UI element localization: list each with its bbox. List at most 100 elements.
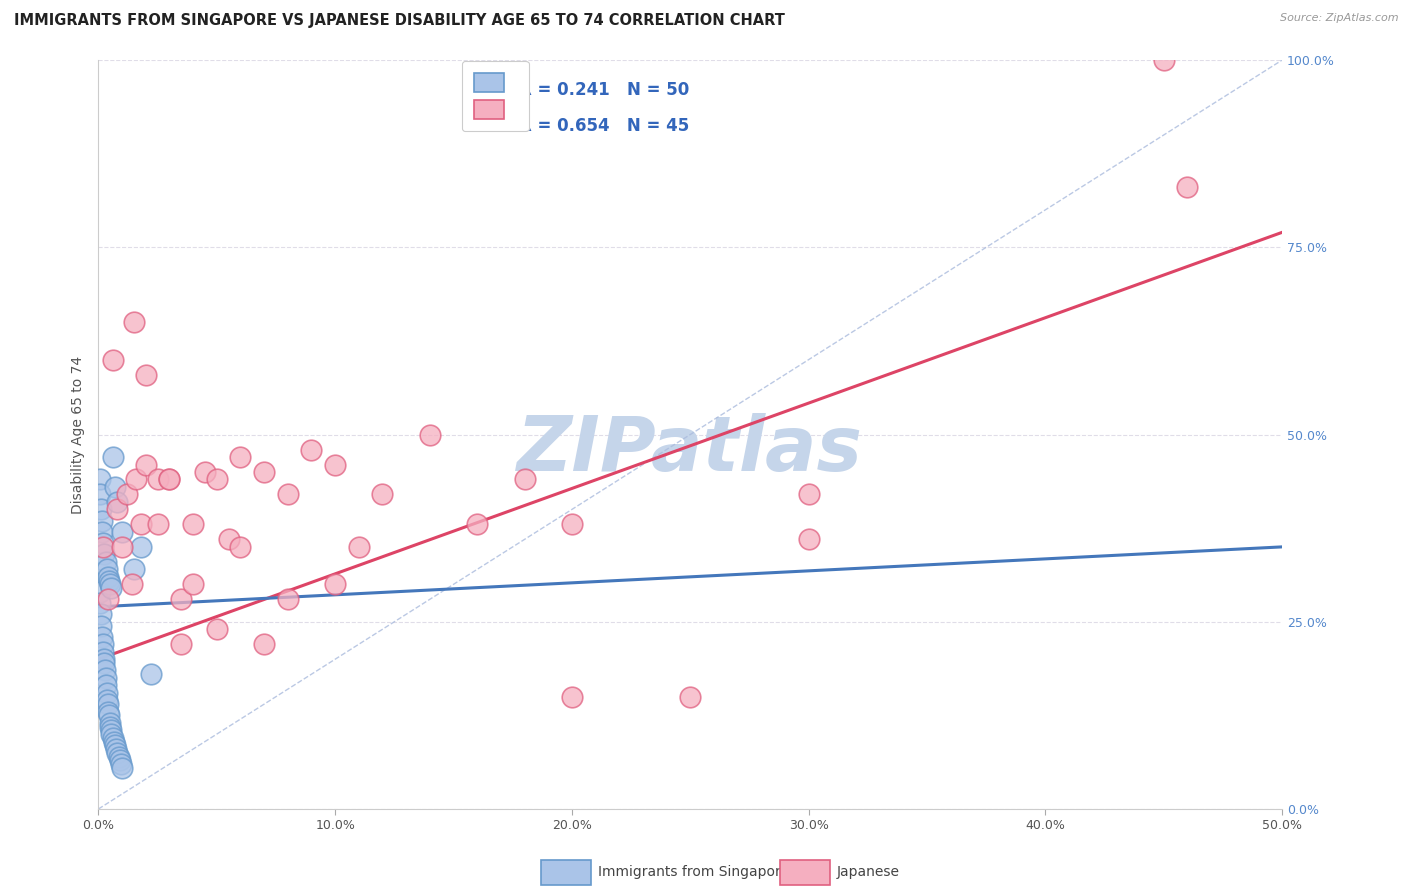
Point [96, 562, 118, 576]
Point [97, 570, 120, 584]
Point [94, 555, 117, 569]
Point [465, 517, 488, 532]
Point [797, 487, 820, 501]
Text: Immigrants from Singapore: Immigrants from Singapore [598, 865, 789, 880]
Point [93, 656, 115, 670]
Y-axis label: Disability Age 65 to 74: Disability Age 65 to 74 [72, 356, 86, 514]
Point [91, 536, 114, 550]
Text: R = 0.241   N = 50: R = 0.241 N = 50 [519, 81, 689, 99]
Point [181, 577, 204, 591]
Point [125, 473, 148, 487]
Point [146, 473, 169, 487]
Point [90, 618, 112, 632]
Point [101, 450, 124, 464]
Legend: , : , [461, 61, 529, 131]
Point [104, 480, 127, 494]
Point [253, 637, 276, 651]
Point [122, 562, 145, 576]
Point [93, 652, 115, 666]
Point [105, 495, 128, 509]
Point [90, 514, 112, 528]
Point [90, 502, 112, 516]
Point [94, 664, 117, 678]
Point [111, 540, 134, 554]
Point [98, 720, 121, 734]
Point [181, 517, 204, 532]
Point [103, 734, 125, 748]
Point [108, 753, 131, 767]
Point [91, 540, 114, 554]
Point [561, 517, 583, 532]
Point [89, 473, 111, 487]
Point [194, 465, 217, 479]
Point [146, 517, 169, 532]
Point [94, 671, 117, 685]
Point [170, 592, 193, 607]
Point [90, 607, 112, 622]
Point [1153, 53, 1175, 67]
Point [100, 723, 122, 738]
Point [104, 739, 127, 753]
Point [797, 533, 820, 547]
Point [1175, 180, 1198, 194]
Point [96, 686, 118, 700]
Point [89, 596, 111, 610]
Point [205, 473, 228, 487]
Point [94, 678, 117, 692]
Point [135, 458, 157, 472]
Point [679, 690, 702, 704]
Point [107, 749, 129, 764]
Text: IMMIGRANTS FROM SINGAPORE VS JAPANESE DISABILITY AGE 65 TO 74 CORRELATION CHART: IMMIGRANTS FROM SINGAPORE VS JAPANESE DI… [14, 13, 785, 29]
Point [229, 450, 252, 464]
Point [253, 465, 276, 479]
Text: Source: ZipAtlas.com: Source: ZipAtlas.com [1281, 13, 1399, 23]
Point [301, 442, 323, 457]
Point [139, 667, 162, 681]
Point [97, 697, 120, 711]
Point [170, 637, 193, 651]
Point [93, 547, 115, 561]
Point [91, 630, 114, 644]
Point [98, 715, 121, 730]
Point [229, 540, 252, 554]
Point [159, 473, 181, 487]
Point [323, 577, 346, 591]
Point [100, 727, 122, 741]
Point [96, 693, 118, 707]
Point [89, 487, 111, 501]
Point [122, 315, 145, 329]
Point [218, 533, 240, 547]
Point [100, 581, 122, 595]
Point [111, 524, 134, 539]
Point [97, 592, 120, 607]
Point [91, 524, 114, 539]
Point [277, 487, 299, 501]
Point [111, 761, 134, 775]
Point [129, 517, 152, 532]
Point [159, 473, 181, 487]
Point [513, 473, 536, 487]
Point [101, 731, 124, 745]
Point [205, 622, 228, 636]
Point [561, 690, 583, 704]
Point [129, 540, 152, 554]
Point [277, 592, 299, 607]
Text: Japanese: Japanese [837, 865, 900, 880]
Text: ZIPatlas: ZIPatlas [517, 412, 863, 486]
Point [105, 502, 128, 516]
Point [121, 577, 143, 591]
Point [110, 757, 132, 772]
Point [105, 742, 128, 756]
Point [97, 705, 120, 719]
Point [115, 487, 138, 501]
Point [91, 645, 114, 659]
Point [91, 637, 114, 651]
Point [98, 577, 121, 591]
Point [98, 708, 121, 723]
Point [323, 458, 346, 472]
Text: R = 0.654   N = 45: R = 0.654 N = 45 [519, 117, 689, 135]
Point [101, 352, 124, 367]
Point [98, 574, 121, 588]
Point [105, 746, 128, 760]
Point [347, 540, 370, 554]
